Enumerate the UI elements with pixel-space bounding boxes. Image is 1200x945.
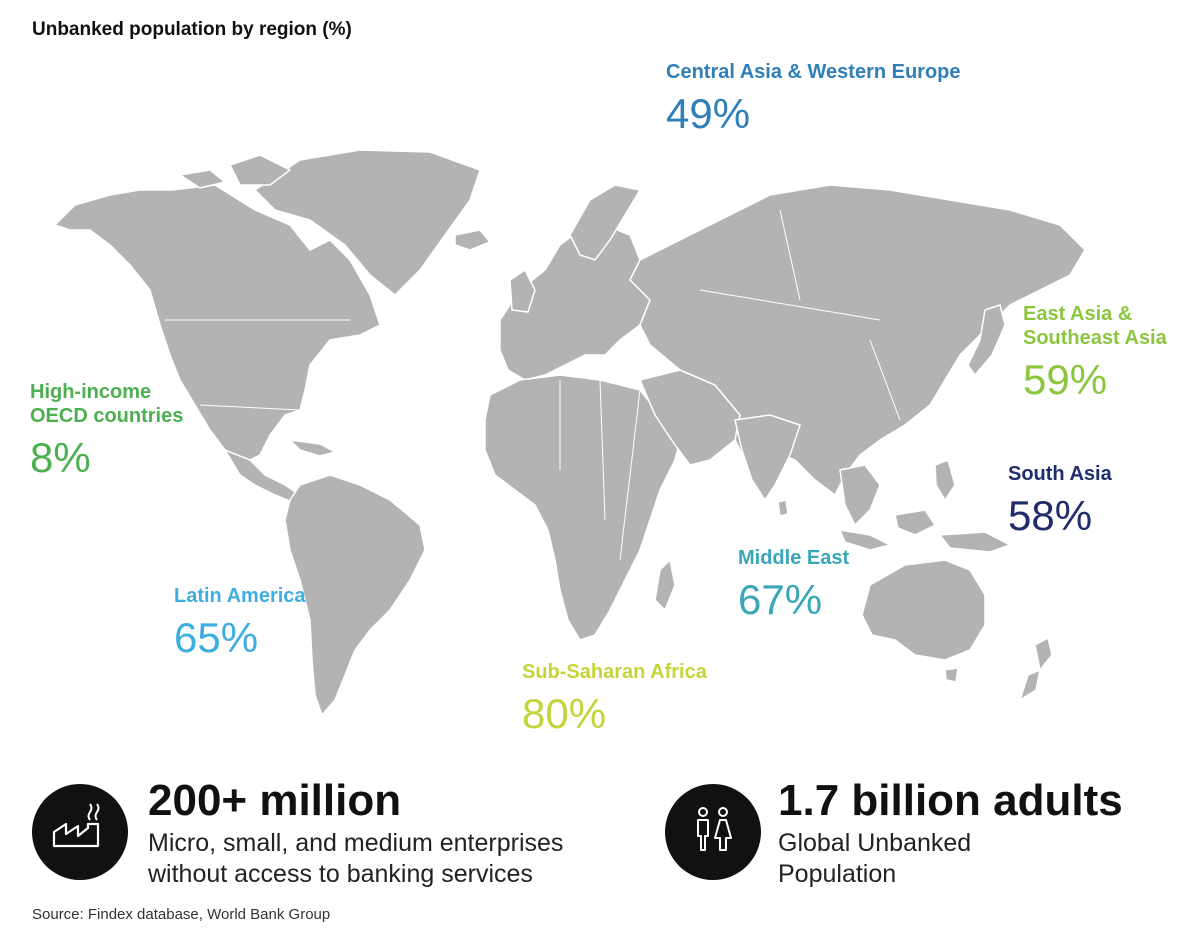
region-value: 67% (738, 576, 823, 623)
region-name: High-income OECD countries (30, 381, 184, 427)
region-value: 49% (666, 90, 751, 137)
region-name: South Asia (1008, 463, 1112, 485)
asia-shape (629, 184, 1086, 497)
stat-description-line: Micro, small, and medium enterprises (148, 829, 564, 857)
greenland-shape (253, 149, 481, 297)
indonesia-shape (938, 531, 1012, 553)
indonesia-shape (894, 509, 937, 536)
stat-description-line: without access to banking services (148, 860, 533, 888)
new-zealand-shape (1034, 636, 1053, 672)
scandinavia-shape (569, 184, 642, 261)
factory-icon (32, 784, 128, 880)
stat-description-line: Population (778, 860, 897, 888)
region-name: Sub-Saharan Africa (522, 661, 707, 683)
region-label-central-asia-western-europe: Central Asia & Western Europe 49% (666, 60, 961, 138)
arctic-islands-shape (228, 154, 292, 186)
region-value: 65% (174, 614, 259, 661)
japan-shape (967, 304, 1006, 377)
region-value: 80% (522, 690, 607, 737)
region-value: 58% (1008, 492, 1093, 539)
stat-description-line: Global Unbanked (778, 829, 972, 857)
region-value: 59% (1023, 356, 1108, 403)
australia-shape (861, 559, 986, 661)
map-title: Unbanked population by region (%) (32, 19, 352, 40)
world-map (53, 149, 1086, 717)
stat-headline: 200+ million (148, 776, 402, 825)
philippines-shape (934, 459, 956, 502)
region-label-sub-saharan-africa: Sub-Saharan Africa 80% (522, 660, 707, 738)
southeast-asia-shape (839, 464, 881, 527)
region-name: Latin America (174, 585, 306, 607)
sri-lanka-shape (777, 499, 789, 517)
central-america-shape (223, 448, 302, 503)
stat-headline: 1.7 billion adults (778, 776, 1123, 825)
source-note: Source: Findex database, World Bank Grou… (32, 906, 331, 923)
africa-shape (484, 374, 681, 641)
people-icon (665, 784, 761, 880)
region-value: 8% (30, 434, 91, 481)
region-name: Middle East (738, 547, 850, 569)
caribbean-shape (287, 438, 338, 457)
tasmania-shape (944, 667, 959, 683)
region-name: East Asia & Southeast Asia (1023, 303, 1167, 349)
region-label-middle-east: Middle East 67% (738, 546, 849, 624)
new-zealand-shape (1018, 668, 1042, 702)
south-america-shape (284, 474, 426, 717)
region-label-east-asia-southeast-asia: East Asia & Southeast Asia 59% (1023, 302, 1193, 404)
region-label-latin-america: Latin America 65% (174, 584, 306, 662)
indonesia-shape (838, 529, 893, 551)
india-shape (734, 414, 801, 502)
iceland-shape (454, 229, 492, 251)
region-name: Central Asia & Western Europe (666, 61, 961, 83)
region-label-south-asia: South Asia 58% (1008, 462, 1112, 540)
region-label-high-income-oecd: High-income OECD countries 8% (30, 380, 205, 482)
madagascar-shape (654, 558, 676, 612)
arctic-islands-shape (177, 169, 227, 189)
british-isles-shape (509, 268, 536, 313)
